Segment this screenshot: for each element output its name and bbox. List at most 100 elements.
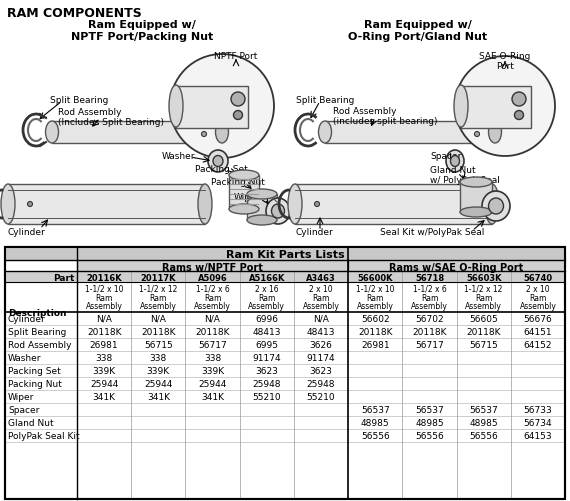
Text: Washer: Washer <box>8 353 42 362</box>
Text: 20118K: 20118K <box>196 327 230 336</box>
Bar <box>460 183 492 212</box>
Text: 338: 338 <box>150 353 167 362</box>
Text: 64151: 64151 <box>524 327 552 336</box>
Bar <box>5 247 565 499</box>
Text: Rod Assembly
(Includes Split Bearing): Rod Assembly (Includes Split Bearing) <box>58 108 164 127</box>
Ellipse shape <box>460 207 492 217</box>
Text: 20118K: 20118K <box>412 327 447 336</box>
FancyBboxPatch shape <box>461 87 531 129</box>
Text: Ram Kit Parts Lists: Ram Kit Parts Lists <box>226 249 344 260</box>
Text: Rams w/NPTF Port: Rams w/NPTF Port <box>162 263 263 273</box>
Text: 64152: 64152 <box>524 340 552 349</box>
Ellipse shape <box>515 111 523 120</box>
Text: 56733: 56733 <box>523 405 552 414</box>
Ellipse shape <box>247 215 277 225</box>
Text: Rams w/SAE O-Ring Port: Rams w/SAE O-Ring Port <box>389 263 524 273</box>
Text: Wiper: Wiper <box>234 192 260 201</box>
Ellipse shape <box>266 198 290 224</box>
Text: 48413: 48413 <box>307 327 335 336</box>
Text: 55210: 55210 <box>253 392 281 401</box>
Ellipse shape <box>169 86 183 128</box>
Text: Washer: Washer <box>162 152 196 161</box>
Text: Ram: Ram <box>367 294 384 303</box>
Ellipse shape <box>485 185 499 224</box>
Text: Assembly: Assembly <box>86 302 123 311</box>
Ellipse shape <box>46 122 59 144</box>
Text: 48985: 48985 <box>415 418 444 427</box>
Text: Ram: Ram <box>475 294 492 303</box>
Text: Assembly: Assembly <box>140 302 177 311</box>
Text: 48985: 48985 <box>469 418 498 427</box>
Text: 25948: 25948 <box>253 379 281 388</box>
Text: 56556: 56556 <box>361 431 390 440</box>
Text: 20118K: 20118K <box>141 327 176 336</box>
Text: PolyPak Seal Kit: PolyPak Seal Kit <box>8 431 80 440</box>
Text: Packing Nut: Packing Nut <box>211 178 265 187</box>
Text: Packing Set: Packing Set <box>195 165 248 174</box>
FancyBboxPatch shape <box>52 122 222 144</box>
Text: 338: 338 <box>96 353 113 362</box>
Bar <box>348 261 565 272</box>
Bar <box>229 176 259 209</box>
Text: Wiper: Wiper <box>8 392 34 401</box>
Text: 91174: 91174 <box>307 353 335 362</box>
Text: Description: Description <box>8 309 67 317</box>
Text: Assembly: Assembly <box>519 302 556 311</box>
Ellipse shape <box>234 111 242 120</box>
FancyBboxPatch shape <box>176 87 248 129</box>
Ellipse shape <box>1 185 15 224</box>
Text: 20118K: 20118K <box>466 327 501 336</box>
Text: 20116K: 20116K <box>86 274 122 283</box>
Text: 56734: 56734 <box>524 418 552 427</box>
Text: 56605: 56605 <box>469 314 498 323</box>
Text: Part: Part <box>52 274 74 283</box>
Bar <box>295 185 492 224</box>
Text: Spacer: Spacer <box>430 152 461 161</box>
Text: 56556: 56556 <box>469 431 498 440</box>
Text: 91174: 91174 <box>253 353 281 362</box>
Ellipse shape <box>454 86 468 128</box>
Text: Ram: Ram <box>529 294 547 303</box>
Text: Ram: Ram <box>312 294 329 303</box>
Text: 56715: 56715 <box>469 340 498 349</box>
Ellipse shape <box>215 122 229 144</box>
Ellipse shape <box>198 185 212 224</box>
Ellipse shape <box>208 151 228 173</box>
Text: Packing Set: Packing Set <box>8 366 61 375</box>
Text: SAE O-Ring
Port: SAE O-Ring Port <box>479 52 531 71</box>
Text: 25948: 25948 <box>307 379 335 388</box>
Ellipse shape <box>446 151 464 173</box>
Text: Rod Assembly
(includes split bearing): Rod Assembly (includes split bearing) <box>333 107 438 126</box>
Text: Assembly: Assembly <box>411 302 448 311</box>
Text: 26981: 26981 <box>90 340 119 349</box>
Text: 20117K: 20117K <box>141 274 176 283</box>
Text: 56676: 56676 <box>523 314 552 323</box>
Text: 20118K: 20118K <box>87 327 121 336</box>
Text: 341K: 341K <box>147 392 170 401</box>
Text: 56537: 56537 <box>415 405 444 414</box>
Text: 56603K: 56603K <box>466 274 502 283</box>
Text: 339K: 339K <box>92 366 116 375</box>
Bar <box>5 247 565 261</box>
Ellipse shape <box>488 122 502 144</box>
Text: Ram: Ram <box>95 294 113 303</box>
Ellipse shape <box>202 132 206 137</box>
Text: 20118K: 20118K <box>358 327 393 336</box>
Ellipse shape <box>229 171 259 181</box>
Text: NPTF Port: NPTF Port <box>214 52 258 61</box>
Text: 56717: 56717 <box>415 340 444 349</box>
Text: 3623: 3623 <box>255 366 278 375</box>
Text: 341K: 341K <box>92 392 116 401</box>
Text: 339K: 339K <box>201 366 224 375</box>
Text: Assembly: Assembly <box>194 302 231 311</box>
Text: 1-1/2 x 12: 1-1/2 x 12 <box>139 285 177 294</box>
Text: Assembly: Assembly <box>249 302 285 311</box>
Text: Ram: Ram <box>421 294 438 303</box>
Ellipse shape <box>319 122 332 144</box>
Text: Ram: Ram <box>150 294 167 303</box>
Text: Split Bearing: Split Bearing <box>8 327 66 336</box>
Bar <box>5 272 565 283</box>
Ellipse shape <box>247 189 277 199</box>
Text: Rod Assembly: Rod Assembly <box>8 340 71 349</box>
Circle shape <box>455 57 555 157</box>
